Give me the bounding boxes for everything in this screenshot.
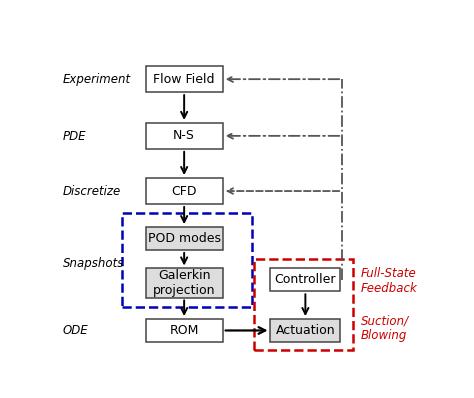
FancyBboxPatch shape [271, 268, 340, 291]
Text: Snapshots: Snapshots [63, 258, 124, 270]
Text: CFD: CFD [172, 185, 197, 197]
Text: Flow Field: Flow Field [154, 73, 215, 86]
FancyBboxPatch shape [146, 227, 223, 250]
Text: Suction/
Blowing: Suction/ Blowing [360, 314, 409, 342]
Text: POD modes: POD modes [147, 232, 221, 245]
Text: PDE: PDE [63, 129, 86, 142]
FancyBboxPatch shape [146, 319, 223, 342]
FancyBboxPatch shape [146, 66, 223, 92]
FancyBboxPatch shape [146, 268, 223, 298]
FancyBboxPatch shape [146, 123, 223, 149]
Text: Discretize: Discretize [63, 185, 121, 198]
Text: ODE: ODE [63, 324, 89, 337]
Text: Full-State
Feedback: Full-State Feedback [360, 267, 417, 295]
FancyBboxPatch shape [271, 319, 340, 342]
Text: Experiment: Experiment [63, 73, 131, 86]
Text: Galerkin
projection: Galerkin projection [153, 269, 215, 297]
FancyBboxPatch shape [146, 178, 223, 204]
Text: N-S: N-S [173, 129, 195, 142]
Text: Actuation: Actuation [275, 324, 335, 337]
Text: ROM: ROM [170, 324, 199, 337]
Text: Controller: Controller [274, 273, 336, 287]
